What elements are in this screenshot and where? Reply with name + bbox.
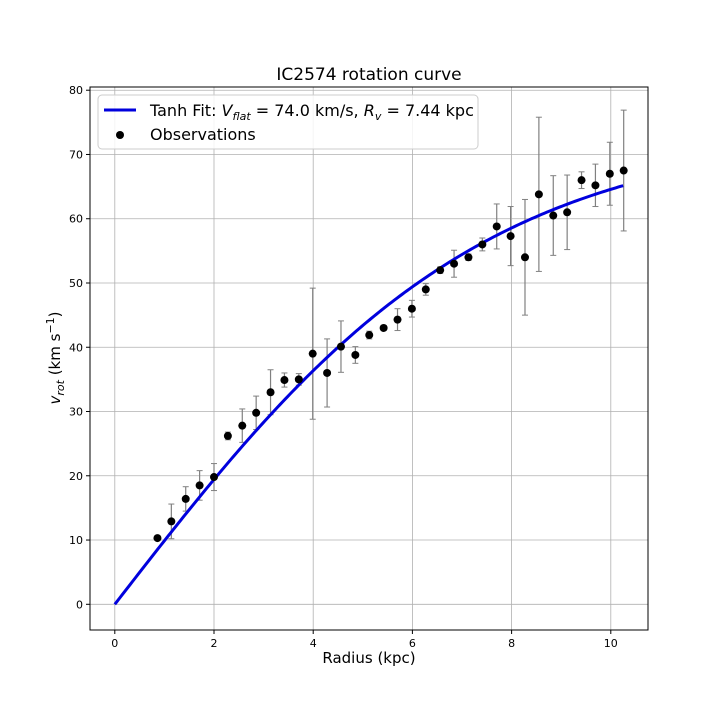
fit-curve-layer xyxy=(113,184,624,606)
y-tick-label: 60 xyxy=(69,213,83,226)
legend-fit-name: Tanh Fit xyxy=(149,101,211,120)
observation-point xyxy=(605,169,614,178)
legend-rv-value: 7.44 xyxy=(405,101,441,120)
observation-point xyxy=(210,473,218,482)
chart-title: IC2574 rotation curve xyxy=(276,65,461,85)
observation-point xyxy=(534,190,543,199)
observation-point xyxy=(153,534,162,543)
observation-point xyxy=(167,517,176,526)
tick-labels: 0 2 4 6 8 10 0 10 20 30 40 50 60 70 80 xyxy=(69,84,618,650)
observation-point xyxy=(223,431,232,440)
legend: Tanh Fit: Vflat = 74.0 km/s, Rv = 7.44 k… xyxy=(97,94,479,150)
observation-point xyxy=(308,349,317,358)
observation-point xyxy=(478,240,487,249)
legend-observation-label: Observations xyxy=(150,125,256,144)
legend-box xyxy=(97,94,479,150)
plot-frame xyxy=(89,86,649,631)
y-tick-label: 30 xyxy=(69,406,83,419)
observation-point xyxy=(464,253,473,262)
observation-point xyxy=(563,208,572,217)
tanh-fit-curve xyxy=(113,184,624,606)
observation-point xyxy=(591,181,600,190)
observation-point xyxy=(181,494,190,503)
x-tick-label: 2 xyxy=(211,637,218,650)
y-tick-label: 10 xyxy=(69,534,83,547)
observation-point xyxy=(577,176,586,185)
legend-fit-label: Tanh Fit: Vflat = 74.0 km/s, Rv = 7.44 k… xyxy=(149,101,474,123)
observation-point xyxy=(393,315,402,324)
x-tick-label: 0 xyxy=(111,637,118,650)
grid xyxy=(90,87,648,630)
observation-point xyxy=(506,232,515,241)
observation-points xyxy=(153,166,628,543)
observation-point xyxy=(450,259,459,268)
observation-point xyxy=(336,342,345,351)
x-tick-label: 4 xyxy=(310,637,317,650)
y-tick-label: 20 xyxy=(69,470,83,483)
observation-point xyxy=(421,285,430,294)
observation-point xyxy=(294,375,303,384)
x-tick-label: 8 xyxy=(508,637,515,650)
observation-point xyxy=(266,388,275,397)
observation-point xyxy=(407,304,416,313)
observation-point xyxy=(549,211,558,220)
x-axis-label: Radius (kpc) xyxy=(322,649,415,667)
y-tick-label: 0 xyxy=(76,598,83,611)
observation-point xyxy=(520,253,529,262)
plot-area-background xyxy=(90,87,648,630)
observation-point xyxy=(252,408,261,417)
observation-point xyxy=(195,481,204,490)
y-tick-label: 80 xyxy=(69,84,83,97)
y-tick-label: 70 xyxy=(69,148,83,161)
y-axis-label: vrot (km s−1) xyxy=(44,311,67,404)
observation-point xyxy=(351,350,360,359)
legend-vflat-value: 74.0 xyxy=(274,101,310,120)
observation-point xyxy=(619,166,628,175)
y-tick-label: 50 xyxy=(69,277,83,290)
observation-point xyxy=(238,421,247,430)
observation-point xyxy=(492,222,501,231)
observation-point xyxy=(436,266,445,275)
observation-point xyxy=(365,331,374,340)
svg-text:vrot (km s−1): vrot (km s−1) xyxy=(44,311,67,404)
observation-point xyxy=(379,323,388,332)
x-tick-label: 6 xyxy=(409,637,416,650)
axis-ticks xyxy=(86,89,612,634)
y-tick-label: 40 xyxy=(69,341,83,354)
x-tick-label: 10 xyxy=(604,637,618,650)
observation-point xyxy=(280,376,289,385)
legend-observation-marker xyxy=(116,131,124,139)
observation-point xyxy=(323,368,332,377)
